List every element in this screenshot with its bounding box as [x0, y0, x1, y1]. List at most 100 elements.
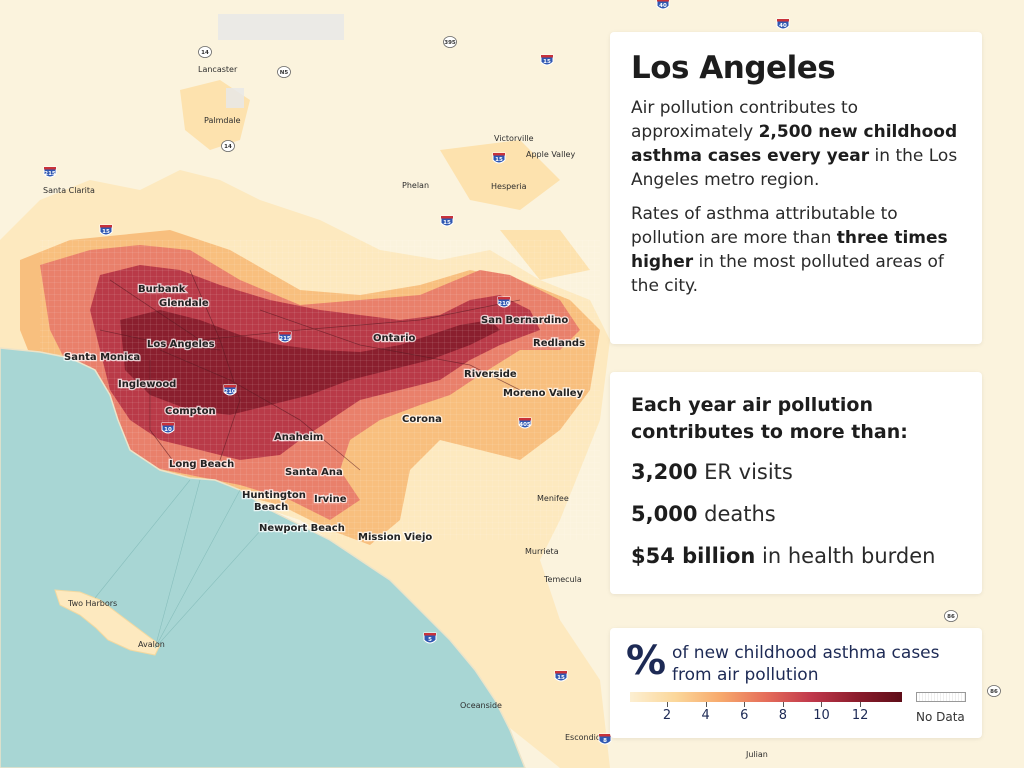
state-route-395-icon: 395 — [443, 36, 457, 48]
city-label-anaheim: Anaheim — [274, 432, 323, 443]
intro-paragraph-2: Rates of asthma attributable to pollutio… — [631, 204, 948, 296]
city-label-moreno-valley: Moreno Valley — [503, 388, 584, 399]
interstate-40-icon: 40 — [776, 18, 790, 30]
svg-text:15: 15 — [443, 220, 451, 226]
state-route-N5-icon: N5 — [277, 66, 291, 78]
city-label-glendale: Glendale — [159, 298, 209, 309]
city-label-burbank: Burbank — [138, 284, 186, 295]
city-label-corona: Corona — [402, 414, 442, 425]
interstate-15-icon: 15 — [99, 224, 113, 236]
city-label-huntington-beach-line2: Beach — [254, 502, 288, 513]
city-label-mission-viejo: Mission Viejo — [358, 532, 432, 543]
stat-health-burden: $54 billion in health burden — [631, 544, 936, 568]
place-label-temecula: Temecula — [543, 575, 582, 584]
stat-deaths: 5,000 deaths — [631, 502, 776, 526]
intro-card: Los Angeles Air pollution contributes to… — [610, 32, 982, 344]
legend-tick-4: 4 — [701, 708, 710, 723]
place-label-two-harbors: Two Harbors — [67, 599, 117, 608]
legend-title: of new childhood asthma cases from air p… — [672, 643, 940, 685]
place-label-julian: Julian — [745, 750, 768, 759]
city-label-newport-beach: Newport Beach — [259, 523, 345, 534]
svg-text:40: 40 — [659, 3, 667, 9]
interstate-15-icon: 15 — [554, 670, 568, 682]
interstate-15-icon: 15 — [540, 54, 554, 66]
city-label-long-beach: Long Beach — [169, 459, 234, 470]
svg-text:405: 405 — [519, 422, 531, 428]
interstate-15-icon: 15 — [492, 152, 506, 164]
interstate-210-icon: 210 — [223, 384, 237, 396]
legend-tick-10: 10 — [813, 708, 830, 723]
legend-tick-mark — [860, 702, 862, 707]
place-label-hesperia: Hesperia — [491, 182, 527, 191]
svg-text:395: 395 — [444, 40, 456, 46]
place-label-rosamond: Rosamond — [194, 0, 236, 2]
no-data-label: No Data — [916, 710, 965, 724]
state-route-86-icon: 86 — [944, 610, 958, 622]
stat-er-visits: 3,200 ER visits — [631, 460, 793, 484]
interstate-210-icon: 210 — [497, 296, 511, 308]
city-label-inglewood: Inglewood — [118, 379, 176, 390]
svg-text:14: 14 — [224, 144, 232, 150]
svg-text:N5: N5 — [280, 70, 289, 76]
place-label-apple-valley: Apple Valley — [526, 150, 575, 159]
svg-text:8: 8 — [603, 738, 607, 744]
svg-text:5: 5 — [428, 637, 432, 643]
city-labels: Burbank Glendale Los Angeles Santa Monica In… — [63, 283, 587, 545]
svg-text:10: 10 — [164, 427, 172, 433]
svg-text:215: 215 — [44, 171, 56, 177]
pacific-ocean — [0, 347, 526, 768]
city-label-huntington-beach: Huntington — [242, 490, 306, 501]
svg-text:15: 15 — [557, 675, 565, 681]
svg-text:15: 15 — [102, 229, 110, 235]
interstate-40-icon: 40 — [656, 0, 670, 10]
place-label-victorville: Victorville — [494, 134, 534, 143]
svg-text:86: 86 — [990, 689, 998, 695]
svg-text:40: 40 — [779, 23, 787, 29]
legend-tick-mark — [744, 702, 746, 707]
legend-tick-2: 2 — [662, 708, 672, 723]
legend-tick-mark — [705, 702, 707, 707]
stats-heading: Each year air pollution contributes to m… — [631, 394, 908, 443]
state-route-86-icon: 86 — [987, 685, 1001, 697]
place-label-menifee: Menifee — [537, 494, 569, 503]
svg-text:210: 210 — [498, 301, 510, 307]
city-label-riverside: Riverside — [464, 369, 517, 380]
svg-text:86: 86 — [947, 614, 955, 620]
legend-tick-mark — [821, 702, 823, 707]
svg-text:15: 15 — [543, 59, 551, 65]
place-label-phelan: Phelan — [402, 181, 429, 190]
no-data-swatch — [916, 692, 966, 702]
city-label-san-bernardino: San Bernardino — [481, 315, 568, 326]
ferry-routes — [94, 479, 271, 649]
place-label-palmdale: Palmdale — [204, 116, 241, 125]
city-label-compton: Compton — [165, 406, 216, 417]
place-label-santa-clarita: Santa Clarita — [43, 186, 95, 195]
percent-symbol: % — [626, 638, 667, 684]
interstate-5-icon: 5 — [423, 632, 437, 644]
svg-text:14: 14 — [201, 50, 209, 56]
legend-tick-12: 12 — [851, 708, 869, 723]
interstate-405-icon: 405 — [518, 417, 532, 429]
color-scale-bar — [630, 692, 902, 702]
stats-card: Each year air pollution contributes to m… — [610, 372, 982, 594]
city-label-santa-ana: Santa Ana — [285, 467, 343, 478]
catalina-island — [54, 589, 161, 656]
region-title: Los Angeles — [631, 50, 836, 86]
interstate-15-icon: 15 — [440, 215, 454, 227]
no-data-patch — [226, 88, 244, 108]
legend-tick-mark — [782, 702, 784, 707]
city-label-los-angeles: Los Angeles — [147, 339, 215, 350]
state-route-14-icon: 14 — [198, 46, 212, 58]
legend-ticks: 2 4 6 8 10 12 — [630, 702, 902, 728]
legend-card: % of new childhood asthma cases from air… — [610, 628, 982, 738]
interstate-215-icon: 215 — [43, 166, 57, 178]
intro-paragraph-1: Air pollution contributes to approximate… — [631, 98, 958, 190]
interstate-10-icon: 10 — [161, 422, 175, 434]
interstate-215-icon: 215 — [278, 331, 292, 343]
place-label-avalon: Avalon — [138, 640, 165, 649]
legend-tick-mark — [666, 702, 668, 707]
city-label-irvine: Irvine — [314, 494, 347, 505]
city-label-santa-monica: Santa Monica — [64, 352, 140, 363]
svg-text:210: 210 — [224, 389, 236, 395]
place-label-oceanside: Oceanside — [460, 701, 502, 710]
